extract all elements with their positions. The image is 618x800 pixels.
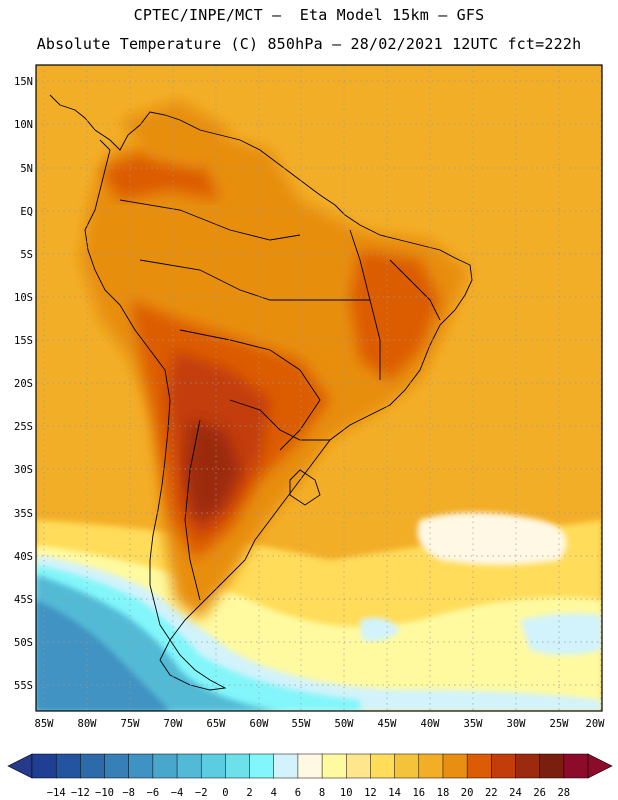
colorbar-over-arrow: [587, 753, 613, 779]
lat-lon-grid: [36, 65, 602, 711]
colorbar-tick-label: −14: [47, 787, 66, 799]
lon-label: 35W: [464, 718, 484, 730]
colorbar-cell: [394, 753, 420, 779]
lat-label: 50S: [14, 637, 33, 649]
colorbar-tick-label: 6: [295, 787, 301, 799]
lat-label: 5N: [20, 163, 33, 175]
colorbar-cell: [152, 753, 178, 779]
colorbar-tick-label: 24: [509, 787, 522, 799]
lat-label: 10N: [14, 119, 33, 131]
lat-label: 55S: [14, 680, 33, 692]
lon-label: 40W: [421, 718, 441, 730]
lon-label: 20W: [586, 718, 606, 730]
lat-label: 30S: [14, 464, 33, 476]
colorbar-cell: [55, 753, 81, 779]
colorbar-tick-label: 22: [485, 787, 498, 799]
lon-label: 75W: [121, 718, 141, 730]
colorbar-cell: [539, 753, 565, 779]
colorbar-cell: [104, 753, 130, 779]
colorbar-cells: [31, 753, 589, 779]
map-frame: [35, 64, 603, 712]
colorbar-cell: [31, 753, 57, 779]
colorbar-tick-label: 18: [437, 787, 450, 799]
lat-label: 10S: [14, 292, 33, 304]
colorbar-cell: [491, 753, 517, 779]
colorbar-cell: [418, 753, 444, 779]
colorbar-cell: [225, 753, 251, 779]
lon-label: 65W: [207, 718, 227, 730]
colorbar-cell: [249, 753, 275, 779]
lat-label: 25S: [14, 421, 33, 433]
colorbar-tick-label: −2: [195, 787, 208, 799]
colorbar-cell: [321, 753, 347, 779]
colorbar-cell: [273, 753, 299, 779]
colorbar-tick-label: 12: [364, 787, 377, 799]
colorbar-cell: [128, 753, 154, 779]
colorbar-tick-label: −4: [171, 787, 184, 799]
lat-label: EQ: [20, 206, 33, 218]
colorbar-labels: −14 −12 −10 −8 −6 −4 −2 0 2 4 6 8 10 12 14 16 18 20 22 24 26…: [47, 787, 570, 799]
colorbar-cell: [176, 753, 202, 779]
colorbar-cell: [200, 753, 226, 779]
colorbar-tick-label: 20: [461, 787, 474, 799]
lon-label: 50W: [335, 718, 355, 730]
colorbar-tick-label: 28: [557, 787, 570, 799]
lat-label: 45S: [14, 594, 33, 606]
lat-label: 35S: [14, 508, 33, 520]
longitude-axis: 85W 80W 75W 70W 65W 60W 55W 50W 45W 40W …: [35, 718, 606, 730]
lon-label: 60W: [250, 718, 270, 730]
temperature-field: [36, 65, 602, 711]
colorbar-cell: [442, 753, 468, 779]
colorbar-tick-label: 4: [271, 787, 277, 799]
colorbar-tick-label: −6: [147, 787, 160, 799]
colorbar-tick-label: 16: [412, 787, 425, 799]
colorbar-tick-label: −10: [95, 787, 114, 799]
lon-label: 80W: [78, 718, 98, 730]
colorbar-cell: [297, 753, 323, 779]
lat-label: 15N: [14, 76, 33, 88]
colorbar-cell: [370, 753, 396, 779]
title-line-2: Absolute Temperature (C) 850hPa – 28/02/…: [36, 35, 582, 53]
colorbar-tick-label: 10: [340, 787, 353, 799]
colorbar-cell: [466, 753, 492, 779]
colorbar-cell: [80, 753, 106, 779]
colorbar-tick-label: 26: [533, 787, 546, 799]
title-line-1: CPTEC/INPE/MCT – Eta Model 15km – GFS: [133, 6, 485, 24]
lon-label: 25W: [550, 718, 570, 730]
colorbar-cell: [515, 753, 541, 779]
colorbar-cell: [346, 753, 371, 779]
lon-label: 70W: [164, 718, 184, 730]
latitude-axis: 15N 10N 5N EQ 5S 10S 15S 20S 25S 30S 35S…: [14, 76, 33, 692]
colorbar-tick-label: −8: [122, 787, 135, 799]
lat-label: 15S: [14, 335, 33, 347]
colorbar-under-arrow: [7, 753, 33, 779]
colorbar-tick-label: 0: [222, 787, 228, 799]
lon-label: 45W: [378, 718, 398, 730]
lon-label: 30W: [507, 718, 527, 730]
lon-label: 55W: [292, 718, 312, 730]
lat-label: 20S: [14, 378, 33, 390]
colorbar-tick-label: 14: [388, 787, 401, 799]
colorbar-cell: [563, 753, 589, 779]
lat-label: 5S: [20, 249, 33, 261]
colorbar: −14 −12 −10 −8 −6 −4 −2 0 2 4 6 8 10 12 14 16 18 20 22 24 26…: [7, 753, 613, 799]
colorbar-tick-label: 2: [246, 787, 252, 799]
lon-label: 85W: [35, 718, 55, 730]
coastline-outline: [49, 94, 473, 691]
colorbar-tick-label: 8: [319, 787, 325, 799]
lat-label: 40S: [14, 551, 33, 563]
colorbar-tick-label: −12: [71, 787, 90, 799]
